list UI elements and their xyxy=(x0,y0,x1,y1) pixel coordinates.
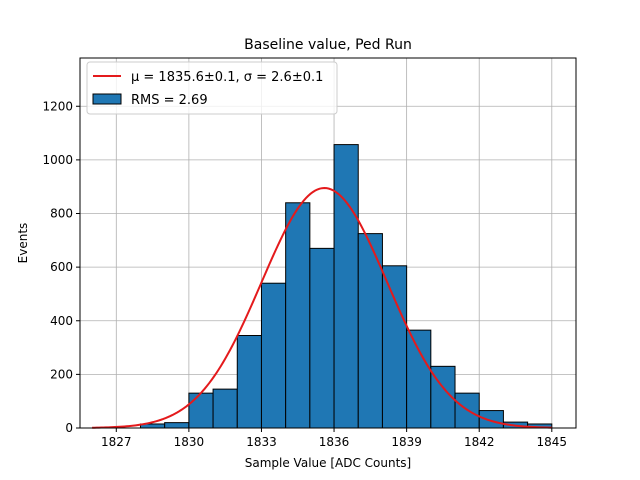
plot-frame xyxy=(79,57,577,429)
histogram-bar xyxy=(357,233,383,429)
histogram-bar xyxy=(164,422,190,429)
y-tick-label: 600 xyxy=(50,260,73,274)
x-tick-label: 1839 xyxy=(391,435,422,449)
y-tick-label: 1200 xyxy=(42,99,73,113)
x-tick-label: 1830 xyxy=(174,435,205,449)
histogram-bar xyxy=(333,144,359,429)
y-tick-label: 400 xyxy=(50,314,73,328)
histogram-bar xyxy=(406,329,432,429)
histogram-bar xyxy=(260,282,287,429)
y-tick-label: 0 xyxy=(65,421,73,435)
y-tick-label: 800 xyxy=(50,207,73,221)
histogram-bar xyxy=(381,265,408,429)
x-axis-ticks: 1827 1830 1833 1836 1839 1842 1845 xyxy=(101,428,567,449)
histogram-bar xyxy=(236,335,262,429)
x-tick-label: 1836 xyxy=(319,435,350,449)
gaussian-fit-curve xyxy=(92,187,552,429)
x-tick-label: 1842 xyxy=(464,435,495,449)
histogram-bar xyxy=(285,202,311,429)
x-tick-label: 1833 xyxy=(246,435,277,449)
histogram-bar xyxy=(212,388,238,429)
legend-rms-label: RMS = 2.69 xyxy=(131,93,208,108)
y-axis-label: Events xyxy=(16,223,30,264)
histogram-bar xyxy=(188,392,214,429)
legend: μ = 1835.6±0.1, σ = 2.6±0.1 RMS = 2.69 xyxy=(86,61,338,115)
x-axis-label: Sample Value [ADC Counts] xyxy=(245,456,411,470)
y-tick-label: 1000 xyxy=(42,153,73,167)
histogram-bar xyxy=(478,410,504,429)
legend-box xyxy=(86,61,338,115)
x-tick-label: 1845 xyxy=(537,435,568,449)
chart-title: Baseline value, Ped Run xyxy=(244,37,412,53)
histogram-bars xyxy=(139,144,553,429)
x-tick-label: 1827 xyxy=(101,435,132,449)
histogram-bar xyxy=(309,247,335,429)
legend-fit-label: μ = 1835.6±0.1, σ = 2.6±0.1 xyxy=(131,70,323,85)
legend-bar-swatch xyxy=(92,93,122,105)
y-axis-ticks: 0 200 400 600 800 1000 1200 xyxy=(42,99,80,435)
y-tick-label: 200 xyxy=(50,367,73,381)
